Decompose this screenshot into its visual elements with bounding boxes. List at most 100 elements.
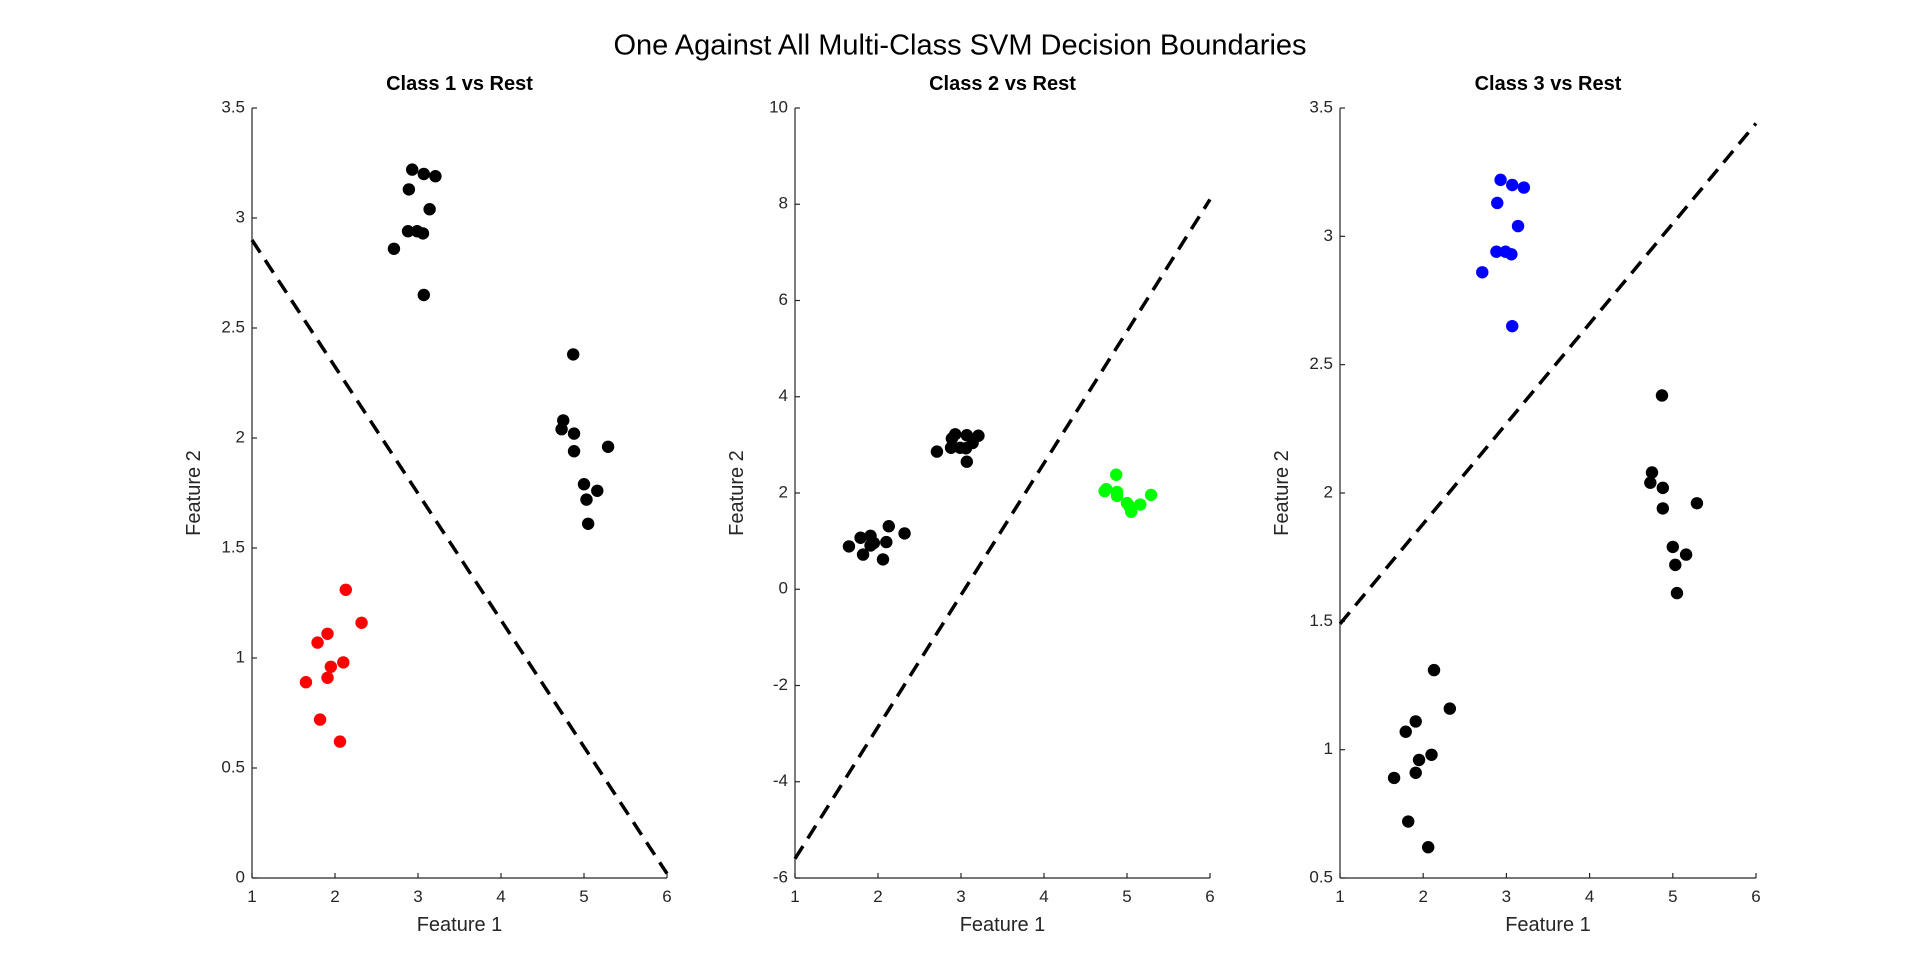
plot-1-series-1-point bbox=[311, 636, 324, 649]
plot-2-series-2-point bbox=[880, 535, 893, 549]
plot-1-series-2-point bbox=[567, 427, 581, 440]
plot-1-series-1-point bbox=[299, 676, 313, 689]
plot-3-y-tick-label: 2.5 bbox=[1309, 354, 1333, 373]
plot-2-y-tick-label: 6 bbox=[779, 290, 788, 309]
plot-2-y-tick-label: -6 bbox=[773, 867, 788, 886]
plot-1-series-2-point bbox=[555, 423, 568, 436]
plot-1-series-2-point bbox=[417, 288, 431, 302]
plot-2-x-tick-label: 2 bbox=[873, 887, 882, 906]
plot-1-series-1-point bbox=[313, 713, 327, 726]
plot-1-decision-boundary bbox=[250, 239, 669, 875]
plot-1-y-tick-label: 2.5 bbox=[221, 317, 245, 336]
plot-2-y-tick-label: 0 bbox=[779, 579, 788, 598]
plot-1-series-2-point bbox=[401, 225, 415, 238]
plot-2-x-axis-label: Feature 1 bbox=[960, 914, 1046, 936]
plot-3-y-tick-label: 3 bbox=[1324, 226, 1333, 245]
plot-2-y-tick-label: 4 bbox=[779, 386, 788, 405]
plot-1-series-2-point bbox=[601, 440, 615, 453]
plot-3-title: Class 3 vs Rest bbox=[1475, 73, 1622, 95]
plot-1-x-tick-label: 1 bbox=[247, 887, 256, 906]
plot-3-series-1-point bbox=[1511, 219, 1525, 233]
plot-2-y-tick-label: -2 bbox=[773, 675, 788, 694]
plot-1-series-2-point bbox=[581, 517, 595, 530]
plot-1-series-2-point bbox=[417, 167, 431, 181]
plot-2-y-tick-label: -4 bbox=[773, 771, 788, 790]
plot-2-series-2-point bbox=[854, 531, 867, 544]
plot-3-series-2-point bbox=[1425, 748, 1438, 761]
plot-1-series-1-point bbox=[321, 671, 334, 684]
plot-1-series-2-point bbox=[580, 493, 593, 506]
plot-2-series-1-point bbox=[1110, 489, 1124, 503]
plot-1-series-1-point bbox=[321, 627, 334, 640]
plot-1-series-2-point bbox=[402, 183, 416, 196]
plot-3-y-tick-label: 3.5 bbox=[1309, 97, 1333, 116]
plot-3-series-2-point bbox=[1669, 558, 1682, 572]
plot-1-x-tick-label: 3 bbox=[413, 887, 422, 906]
plot-2-series-2-point bbox=[842, 540, 856, 553]
plot-2-y-axis-label: Feature 2 bbox=[726, 450, 748, 536]
plot-1-series-2-point bbox=[567, 348, 580, 361]
plot-1-series-2-point bbox=[567, 445, 581, 458]
plot-2-series-2-point bbox=[856, 548, 870, 561]
plot-3-series-1-point bbox=[1506, 319, 1519, 333]
plot-2-axes: 1 2 3 4 5 6 -6 -4 -2 0 2 4 6 8 10 Class 2 vs Rest Featur… bbox=[726, 73, 1215, 936]
plot-2-x-tick-label: 5 bbox=[1122, 887, 1131, 906]
plot-1-series-1-point bbox=[339, 583, 352, 596]
plot-3-series-2-point bbox=[1656, 502, 1670, 515]
plot-3-series-2-point bbox=[1656, 481, 1670, 495]
plot-2-y-tick-label: 8 bbox=[779, 194, 788, 213]
plot-3-series-1-point bbox=[1506, 178, 1519, 192]
plot-2-y-tick-label: 2 bbox=[779, 482, 788, 501]
plot-1-x-tick-label: 2 bbox=[330, 887, 339, 906]
plot-3-series-2-point bbox=[1666, 540, 1680, 554]
plot-2-series-1-point bbox=[1098, 484, 1111, 498]
plot-3-series-2-point bbox=[1644, 476, 1657, 489]
plot-1-y-tick-label: 3.5 bbox=[221, 97, 245, 116]
figure-title: One Against All Multi-Class SVM Decision… bbox=[613, 30, 1306, 62]
plot-3-series-1-point bbox=[1494, 173, 1507, 187]
plot-1-y-tick-label: 0 bbox=[236, 867, 245, 886]
plot-1-x-tick-label: 6 bbox=[662, 887, 671, 906]
plot-1-y-tick-label: 0.5 bbox=[221, 757, 245, 776]
plot-3-series-2-point bbox=[1402, 815, 1415, 828]
plot-3-series-2-point bbox=[1399, 725, 1412, 738]
plot-1-x-axis-label: Feature 1 bbox=[417, 914, 503, 936]
plot-3-y-tick-label: 1 bbox=[1324, 739, 1333, 758]
plot-2-series-2-point bbox=[944, 441, 958, 454]
plot-1-title: Class 1 vs Rest bbox=[386, 73, 533, 95]
plot-3-decision-boundary bbox=[1338, 122, 1758, 626]
plot-1-series-2-point bbox=[405, 163, 419, 176]
plot-1-y-axis-label: Feature 2 bbox=[183, 450, 205, 536]
plot-3-series-2-point bbox=[1421, 841, 1435, 854]
plot-2-series-2-point bbox=[930, 445, 944, 458]
plot-3-series-2-point bbox=[1670, 586, 1684, 600]
plot-2-series-2-point bbox=[882, 520, 895, 533]
plot-1-series-2-point bbox=[591, 484, 604, 497]
plot-2-x-tick-label: 6 bbox=[1205, 887, 1214, 906]
plot-3-series-1-point bbox=[1490, 245, 1503, 258]
plot-2-series-2-point bbox=[876, 553, 890, 566]
plot-3-series-2-point bbox=[1409, 715, 1422, 728]
plot-3-series-2-point bbox=[1387, 771, 1401, 785]
plot-1-series-2-point bbox=[387, 242, 401, 255]
plot-1-series-1-point bbox=[333, 735, 347, 748]
plot-2-series-2-point bbox=[959, 442, 973, 455]
plot-2-decision-boundary bbox=[793, 198, 1212, 860]
plot-3-y-tick-label: 0.5 bbox=[1309, 867, 1333, 886]
plot-3-x-axis-label: Feature 1 bbox=[1505, 914, 1591, 936]
plot-3-x-tick-label: 1 bbox=[1335, 887, 1344, 906]
plot-3-series-1-point bbox=[1505, 248, 1518, 261]
plot-1-axes: 1 2 3 4 5 6 0 0.5 1 1.5 2 2.5 3 3.5 Class 1 vs Rest Fea… bbox=[183, 73, 672, 936]
plot-1-y-tick-label: 3 bbox=[236, 207, 245, 226]
plot-1-series-2-point bbox=[423, 203, 436, 216]
plot-3-y-tick-label: 1.5 bbox=[1309, 611, 1333, 630]
plot-3-series-2-point bbox=[1679, 548, 1693, 561]
plot-1-y-tick-label: 1 bbox=[236, 647, 245, 666]
plot-1-series-1-point bbox=[337, 656, 350, 669]
plot-3-series-2-point bbox=[1412, 753, 1426, 767]
plot-1-x-tick-label: 5 bbox=[579, 887, 588, 906]
plot-2-y-tick-label: 10 bbox=[769, 97, 788, 116]
plot-2-series-2-point bbox=[864, 539, 877, 552]
